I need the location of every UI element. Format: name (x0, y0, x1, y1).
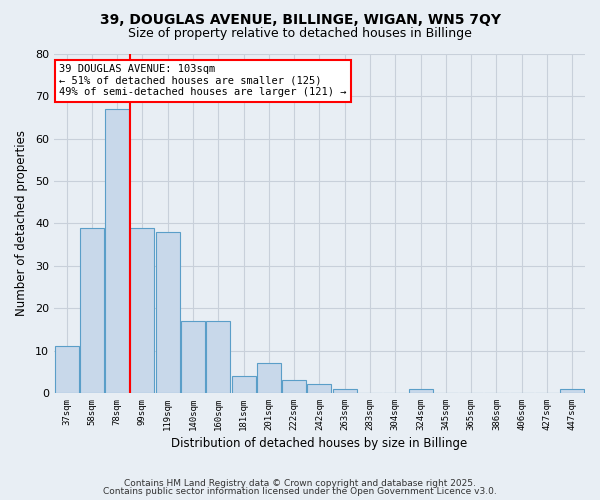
Bar (232, 376, 256, 393)
Bar (105, 109, 129, 393)
Bar (181, 321, 205, 393)
Bar (55, 346, 79, 393)
Bar (257, 364, 281, 393)
Text: 39, DOUGLAS AVENUE, BILLINGE, WIGAN, WN5 7QY: 39, DOUGLAS AVENUE, BILLINGE, WIGAN, WN5… (100, 12, 500, 26)
Bar (307, 384, 331, 393)
Y-axis label: Number of detached properties: Number of detached properties (15, 130, 28, 316)
X-axis label: Distribution of detached houses by size in Billinge: Distribution of detached houses by size … (172, 437, 467, 450)
Text: Contains HM Land Registry data © Crown copyright and database right 2025.: Contains HM Land Registry data © Crown c… (124, 478, 476, 488)
Text: Size of property relative to detached houses in Billinge: Size of property relative to detached ho… (128, 28, 472, 40)
Bar (80, 228, 104, 393)
Bar (409, 388, 433, 393)
Bar (130, 228, 154, 393)
Bar (156, 232, 180, 393)
Text: Contains public sector information licensed under the Open Government Licence v3: Contains public sector information licen… (103, 487, 497, 496)
Bar (206, 321, 230, 393)
Text: 39 DOUGLAS AVENUE: 103sqm
← 51% of detached houses are smaller (125)
49% of semi: 39 DOUGLAS AVENUE: 103sqm ← 51% of detac… (59, 64, 347, 98)
Bar (282, 380, 306, 393)
Bar (560, 388, 584, 393)
Bar (333, 388, 357, 393)
